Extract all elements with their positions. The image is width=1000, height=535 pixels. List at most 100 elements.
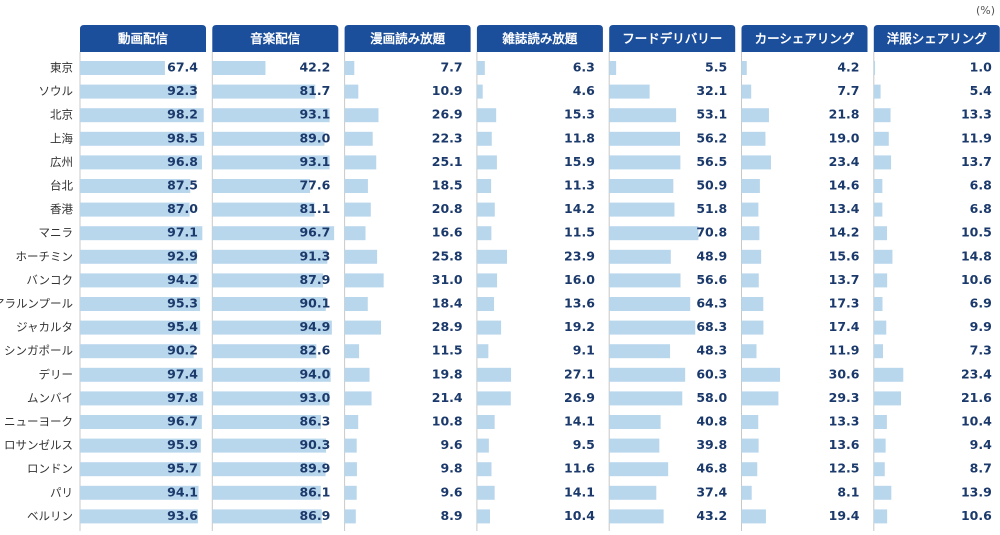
bar xyxy=(873,391,902,406)
bar xyxy=(741,131,766,146)
value-label: 17.4 xyxy=(829,319,860,334)
value-label: 91.3 xyxy=(299,248,330,263)
value-label: 96.7 xyxy=(167,414,198,429)
value-label: 1.0 xyxy=(970,60,992,75)
value-label: 51.8 xyxy=(696,201,727,216)
bar xyxy=(212,273,324,288)
bar xyxy=(873,415,887,429)
value-label: 7.7 xyxy=(837,83,859,98)
bar xyxy=(212,415,322,429)
row-label: パリ xyxy=(50,485,73,499)
bar xyxy=(741,202,759,217)
row-label: ホーチミン xyxy=(16,249,74,263)
value-label: 48.3 xyxy=(696,343,727,358)
value-label: 96.8 xyxy=(167,154,198,169)
value-label: 15.3 xyxy=(564,107,595,122)
bar xyxy=(212,84,316,99)
bar xyxy=(344,155,377,170)
value-label: 8.7 xyxy=(970,461,992,476)
bar xyxy=(741,344,757,359)
bar xyxy=(344,297,368,311)
bar xyxy=(476,367,512,382)
value-label: 18.4 xyxy=(432,296,463,311)
bar xyxy=(212,320,332,335)
value-label: 19.2 xyxy=(564,319,595,334)
bar xyxy=(80,84,197,99)
value-label: 87.0 xyxy=(167,201,198,216)
bar xyxy=(476,297,495,311)
value-label: 14.8 xyxy=(961,248,992,263)
bar xyxy=(741,438,759,453)
bar xyxy=(476,509,491,524)
bar xyxy=(80,273,199,288)
value-label: 27.1 xyxy=(564,366,595,381)
value-label: 22.3 xyxy=(432,130,463,145)
bar xyxy=(741,415,759,429)
value-label: 9.5 xyxy=(573,437,595,452)
value-label: 94.2 xyxy=(167,272,198,287)
value-label: 68.3 xyxy=(696,319,727,334)
value-label: 18.5 xyxy=(432,178,463,193)
bar xyxy=(609,297,691,311)
row-label: ロンドン xyxy=(27,462,73,476)
value-label: 15.6 xyxy=(829,248,860,263)
bar xyxy=(212,249,328,264)
value-label: 97.8 xyxy=(167,390,198,405)
row-label: 東京 xyxy=(50,61,73,75)
bar xyxy=(873,226,888,241)
bar xyxy=(80,226,203,241)
bar xyxy=(212,438,327,453)
unit-label: (%) xyxy=(976,4,995,17)
value-label: 40.8 xyxy=(696,414,727,429)
bar xyxy=(212,391,330,406)
bar xyxy=(476,61,485,75)
column-header-label: 洋服シェアリング xyxy=(887,31,988,46)
column-header xyxy=(741,25,868,52)
bar xyxy=(344,108,379,123)
value-label: 14.2 xyxy=(564,201,595,216)
value-label: 17.3 xyxy=(829,296,860,311)
bar xyxy=(344,226,366,241)
bar xyxy=(609,509,664,524)
row-label: シンガポール xyxy=(4,344,73,358)
value-label: 95.3 xyxy=(167,296,198,311)
bar xyxy=(476,415,495,429)
value-label: 10.4 xyxy=(564,508,595,523)
bar xyxy=(873,297,883,311)
value-label: 95.4 xyxy=(167,319,198,334)
value-label: 10.5 xyxy=(961,225,992,240)
bar xyxy=(80,155,202,170)
value-label: 11.9 xyxy=(829,343,860,358)
value-label: 94.0 xyxy=(299,366,330,381)
bar xyxy=(609,462,669,477)
bar xyxy=(873,438,886,453)
bar xyxy=(212,509,322,524)
bar xyxy=(609,320,696,335)
value-label: 9.8 xyxy=(440,461,462,476)
value-label: 95.9 xyxy=(167,437,198,452)
value-label: 14.1 xyxy=(564,484,595,499)
value-label: 43.2 xyxy=(696,508,727,523)
bar xyxy=(741,61,747,75)
value-label: 11.9 xyxy=(961,130,992,145)
value-label: 32.1 xyxy=(696,83,727,98)
bar xyxy=(741,108,769,123)
value-label: 13.4 xyxy=(829,201,860,216)
bar xyxy=(873,485,892,500)
bar xyxy=(80,249,198,264)
value-label: 10.4 xyxy=(961,414,992,429)
bar xyxy=(476,320,502,335)
bar xyxy=(344,320,382,335)
bar xyxy=(873,179,883,193)
bar xyxy=(476,131,492,146)
value-label: 6.8 xyxy=(970,178,992,193)
bar xyxy=(212,155,330,170)
value-label: 92.3 xyxy=(167,83,198,98)
bar xyxy=(873,131,889,146)
value-label: 4.2 xyxy=(837,60,859,75)
value-label: 81.7 xyxy=(299,83,330,98)
bar xyxy=(212,462,326,477)
bar xyxy=(476,462,492,477)
value-label: 93.1 xyxy=(299,154,330,169)
row-label: ロサンゼルス xyxy=(4,438,73,452)
